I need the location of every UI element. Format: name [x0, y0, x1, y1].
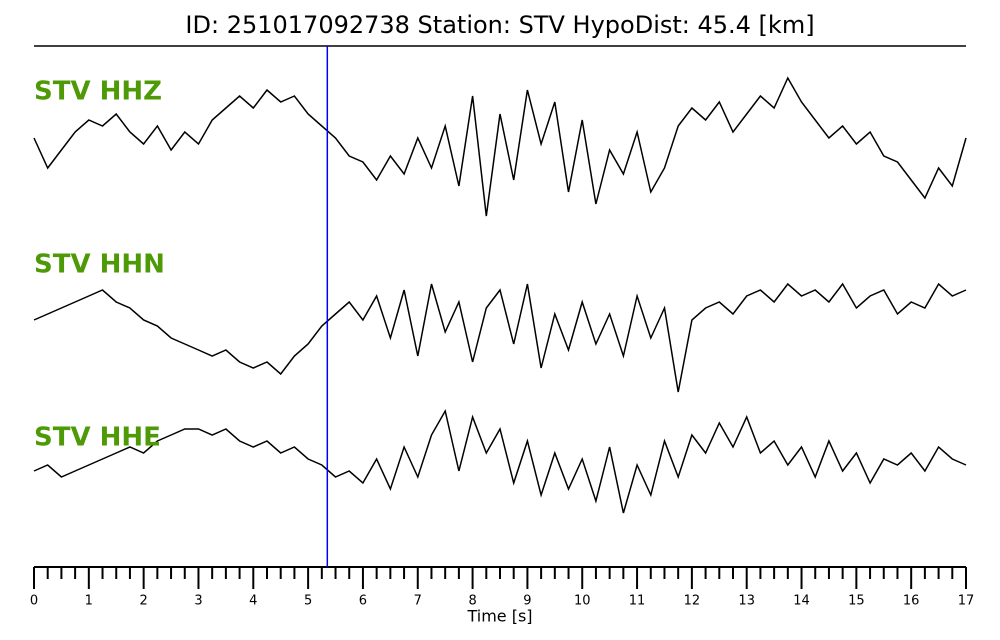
trace [33, 282, 967, 393]
x-tick-label: 2 [140, 594, 148, 609]
x-tick-label: 11 [629, 594, 646, 609]
x-tick-label: 5 [304, 594, 312, 609]
x-tick-label: 6 [359, 594, 367, 609]
x-tick-label: 0 [30, 594, 38, 609]
x-tick-label: 13 [738, 594, 755, 609]
x-tick-label: 9 [523, 594, 531, 609]
trace-label: STV HHE [34, 423, 161, 453]
x-tick-label: 7 [414, 594, 422, 609]
trace [33, 408, 967, 514]
chart-title: ID: 251017092738 Station: STV HypoDist: … [185, 11, 814, 39]
x-tick-label: 4 [249, 594, 257, 609]
x-tick-label: 16 [903, 594, 920, 609]
trace-label: STV HHN [34, 250, 165, 280]
x-tick-label: 8 [468, 594, 476, 609]
x-tick-label: 10 [574, 594, 591, 609]
trace [33, 76, 967, 217]
x-tick-label: 15 [848, 594, 865, 609]
x-tick-label: 14 [793, 594, 810, 609]
x-tick-label: 17 [958, 594, 975, 609]
x-tick-label: 12 [684, 594, 701, 609]
x-tick-label: 1 [85, 594, 93, 609]
trace-label: STV HHZ [34, 77, 162, 107]
x-tick-label: 3 [194, 594, 202, 609]
x-axis-label: Time [s] [466, 607, 532, 626]
